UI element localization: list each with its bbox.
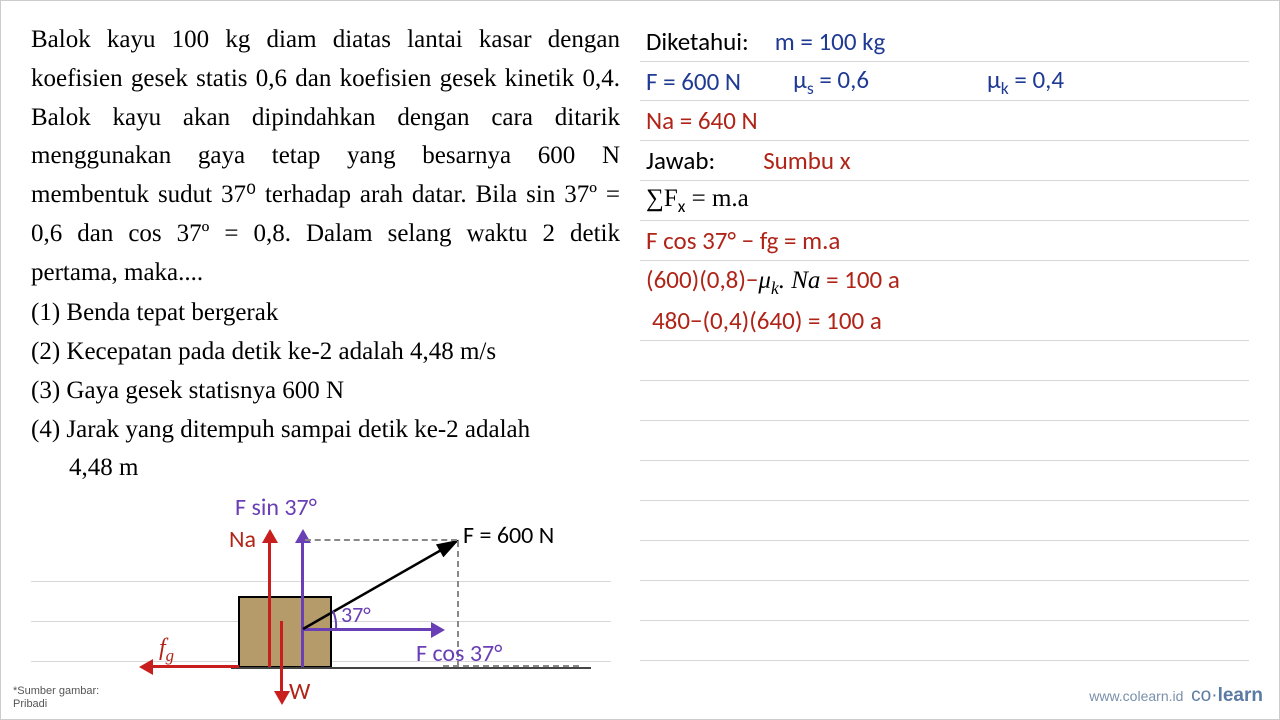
option-3: (3) Gaya gesek statisnya 600 N <box>31 372 620 411</box>
option-1: (1) Benda tepat bergerak <box>31 294 620 333</box>
blank-row-3 <box>640 421 1249 461</box>
option-4-line1: (4) Jarak yang ditempuh sampai detik ke-… <box>31 411 620 450</box>
label-fsin: F sin 37° <box>235 493 317 522</box>
label-na: Na <box>229 525 256 554</box>
answer-axis: Sumbu x <box>763 145 850 176</box>
label-w: W <box>289 677 310 706</box>
eq-subst1: (600)(0,8)−μk. Na = 100 a <box>646 264 900 299</box>
label-fg: fg <box>159 635 174 666</box>
known-m: m = 100 kg <box>775 26 886 57</box>
footer-source: *Sumber gambar: Pribadi <box>13 685 99 711</box>
known-mus: μs = 0,6 <box>793 64 869 99</box>
eq-subst2: 480−(0,4)(640) = 100 a <box>652 305 882 336</box>
dashed-horizontal-top <box>305 539 457 541</box>
option-4-line2: 4,48 m <box>31 449 620 488</box>
blank-row-2 <box>640 381 1249 421</box>
answer-row-4: (600)(0,8)−μk. Na = 100 a <box>640 261 1249 301</box>
known-F: F = 600 N <box>646 66 741 97</box>
blank-row-8 <box>640 621 1249 661</box>
answer-label: Jawab: <box>646 145 715 176</box>
eq-sumF: ∑Fx = m.a <box>646 185 749 217</box>
free-body-diagram: F sin 37° Na F = 600 N 37° F cos 37° fg … <box>131 521 611 711</box>
known-label: Diketahui: <box>646 26 749 57</box>
footer-brand: www.colearn.id co·learn <box>1089 685 1263 707</box>
blank-row-6 <box>640 541 1249 581</box>
known-row-3: Na = 640 N <box>640 101 1249 141</box>
eq-fcos: F cos 37° − fg = m.a <box>646 225 840 256</box>
answer-row-3: F cos 37° − fg = m.a <box>640 221 1249 261</box>
label-f: F = 600 N <box>463 521 554 550</box>
answer-row-2: ∑Fx = m.a <box>640 181 1249 221</box>
label-fcos: F cos 37° <box>416 639 502 668</box>
option-2: (2) Kecepatan pada detik ke-2 adalah 4,4… <box>31 333 620 372</box>
label-angle: 37° <box>341 601 371 628</box>
known-row-2: F = 600 N μs = 0,6 μk = 0,4 <box>640 61 1249 101</box>
answer-row-5: 480−(0,4)(640) = 100 a <box>640 301 1249 341</box>
known-muk: μk = 0,4 <box>987 64 1064 99</box>
blank-row-4 <box>640 461 1249 501</box>
blank-row-5 <box>640 501 1249 541</box>
known-Na: Na = 640 N <box>646 105 758 136</box>
answer-row-1: Jawab: Sumbu x <box>640 141 1249 181</box>
problem-text: Balok kayu 100 kg diam diatas lantai kas… <box>31 21 620 292</box>
known-row-1: Diketahui: m = 100 kg <box>640 21 1249 61</box>
blank-row-1 <box>640 341 1249 381</box>
blank-row-7 <box>640 581 1249 621</box>
